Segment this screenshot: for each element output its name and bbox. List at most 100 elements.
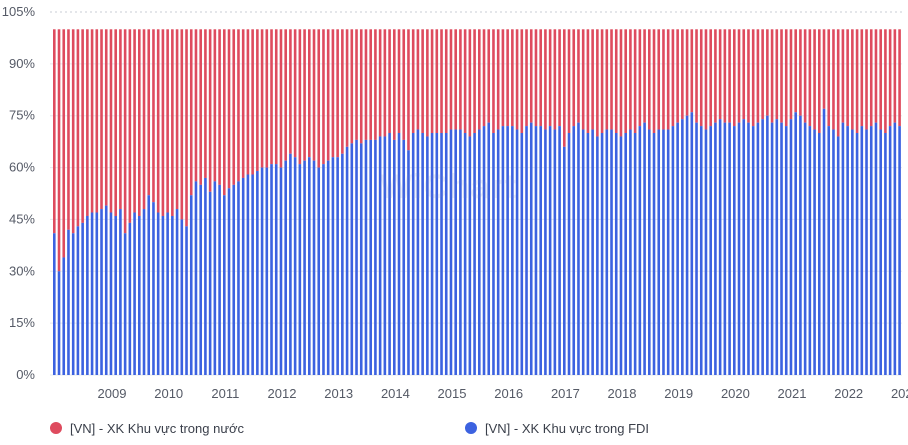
bar-domestic[interactable] — [53, 29, 56, 234]
bar-domestic[interactable] — [808, 29, 812, 127]
bar-domestic[interactable] — [147, 29, 151, 196]
bar-fdi[interactable] — [463, 133, 467, 375]
bar-fdi[interactable] — [199, 184, 202, 375]
bar-fdi[interactable] — [345, 146, 349, 375]
bar-domestic[interactable] — [529, 29, 533, 123]
bar-domestic[interactable] — [336, 29, 339, 158]
bar-domestic[interactable] — [681, 29, 684, 120]
bar-fdi[interactable] — [166, 212, 169, 375]
bar-domestic[interactable] — [104, 29, 108, 206]
bar-domestic[interactable] — [402, 29, 406, 140]
bar-fdi[interactable] — [241, 177, 245, 375]
bar-domestic[interactable] — [525, 29, 528, 127]
bar-domestic[interactable] — [331, 29, 335, 158]
bar-domestic[interactable] — [76, 29, 80, 227]
bar-fdi[interactable] — [884, 133, 887, 375]
bar-fdi[interactable] — [123, 233, 127, 375]
bar-domestic[interactable] — [770, 29, 774, 123]
bar-fdi[interactable] — [95, 212, 99, 375]
bar-fdi[interactable] — [256, 171, 259, 375]
bar-domestic[interactable] — [619, 29, 623, 137]
bar-domestic[interactable] — [662, 29, 665, 130]
bar-fdi[interactable] — [803, 122, 807, 375]
bar-fdi[interactable] — [336, 157, 339, 375]
bar-domestic[interactable] — [799, 29, 802, 116]
bar-domestic[interactable] — [308, 29, 311, 158]
bar-domestic[interactable] — [114, 29, 117, 216]
bar-fdi[interactable] — [586, 133, 590, 375]
bar-fdi[interactable] — [813, 129, 816, 375]
bar-domestic[interactable] — [274, 29, 278, 165]
bar-domestic[interactable] — [818, 29, 821, 133]
bar-domestic[interactable] — [204, 29, 207, 178]
bar-fdi[interactable] — [836, 136, 840, 375]
bar-fdi[interactable] — [501, 126, 505, 375]
legend-item-fdi[interactable]: [VN] - XK Khu vực trong FDI — [465, 418, 649, 438]
bar-domestic[interactable] — [128, 29, 132, 223]
bar-domestic[interactable] — [123, 29, 127, 234]
bar-fdi[interactable] — [322, 164, 325, 375]
bar-fdi[interactable] — [152, 202, 155, 375]
bar-fdi[interactable] — [676, 122, 679, 375]
bar-domestic[interactable] — [733, 29, 736, 127]
bar-fdi[interactable] — [780, 122, 783, 375]
bar-fdi[interactable] — [53, 233, 56, 375]
bar-fdi[interactable] — [742, 119, 746, 375]
bar-fdi[interactable] — [714, 122, 717, 375]
bar-fdi[interactable] — [690, 112, 694, 375]
bar-fdi[interactable] — [605, 129, 609, 375]
bar-fdi[interactable] — [737, 122, 741, 375]
bar-fdi[interactable] — [558, 126, 561, 375]
bar-domestic[interactable] — [676, 29, 679, 123]
bar-fdi[interactable] — [822, 108, 826, 376]
bar-domestic[interactable] — [312, 29, 316, 161]
bar-domestic[interactable] — [303, 29, 306, 161]
bar-fdi[interactable] — [898, 126, 901, 375]
bar-fdi[interactable] — [331, 157, 335, 375]
bar-domestic[interactable] — [67, 29, 70, 230]
bar-fdi[interactable] — [482, 126, 486, 375]
bar-domestic[interactable] — [888, 29, 892, 127]
bar-domestic[interactable] — [393, 29, 396, 140]
bar-fdi[interactable] — [723, 122, 727, 375]
bar-domestic[interactable] — [539, 29, 542, 127]
bar-domestic[interactable] — [383, 29, 387, 137]
bar-domestic[interactable] — [709, 29, 712, 127]
bar-fdi[interactable] — [633, 133, 637, 375]
bar-fdi[interactable] — [71, 233, 75, 375]
bar-domestic[interactable] — [699, 29, 703, 127]
bar-domestic[interactable] — [454, 29, 457, 130]
bar-domestic[interactable] — [515, 29, 519, 130]
bar-fdi[interactable] — [308, 157, 311, 375]
bar-domestic[interactable] — [813, 29, 816, 130]
bar-fdi[interactable] — [681, 119, 684, 375]
bar-fdi[interactable] — [614, 133, 618, 375]
bar-domestic[interactable] — [246, 29, 250, 175]
bar-domestic[interactable] — [180, 29, 184, 220]
bar-domestic[interactable] — [855, 29, 859, 133]
bar-domestic[interactable] — [260, 29, 264, 168]
bar-domestic[interactable] — [265, 29, 269, 168]
bar-fdi[interactable] — [430, 133, 434, 375]
bar-domestic[interactable] — [898, 29, 901, 127]
bar-fdi[interactable] — [865, 129, 868, 375]
bar-domestic[interactable] — [558, 29, 561, 127]
bar-fdi[interactable] — [156, 212, 160, 375]
bar-fdi[interactable] — [76, 226, 80, 375]
bar-fdi[interactable] — [270, 164, 273, 375]
bar-domestic[interactable] — [232, 29, 236, 185]
bar-fdi[interactable] — [293, 157, 297, 375]
bar-fdi[interactable] — [515, 129, 519, 375]
bar-domestic[interactable] — [326, 29, 330, 161]
bar-domestic[interactable] — [836, 29, 840, 137]
bar-domestic[interactable] — [756, 29, 760, 123]
bar-fdi[interactable] — [548, 126, 552, 375]
bar-fdi[interactable] — [81, 222, 84, 375]
bar-fdi[interactable] — [544, 129, 547, 375]
bar-fdi[interactable] — [751, 126, 755, 375]
bar-domestic[interactable] — [185, 29, 188, 227]
bar-fdi[interactable] — [421, 133, 424, 375]
bar-fdi[interactable] — [86, 215, 89, 375]
bar-domestic[interactable] — [119, 29, 122, 210]
bar-fdi[interactable] — [709, 126, 712, 375]
